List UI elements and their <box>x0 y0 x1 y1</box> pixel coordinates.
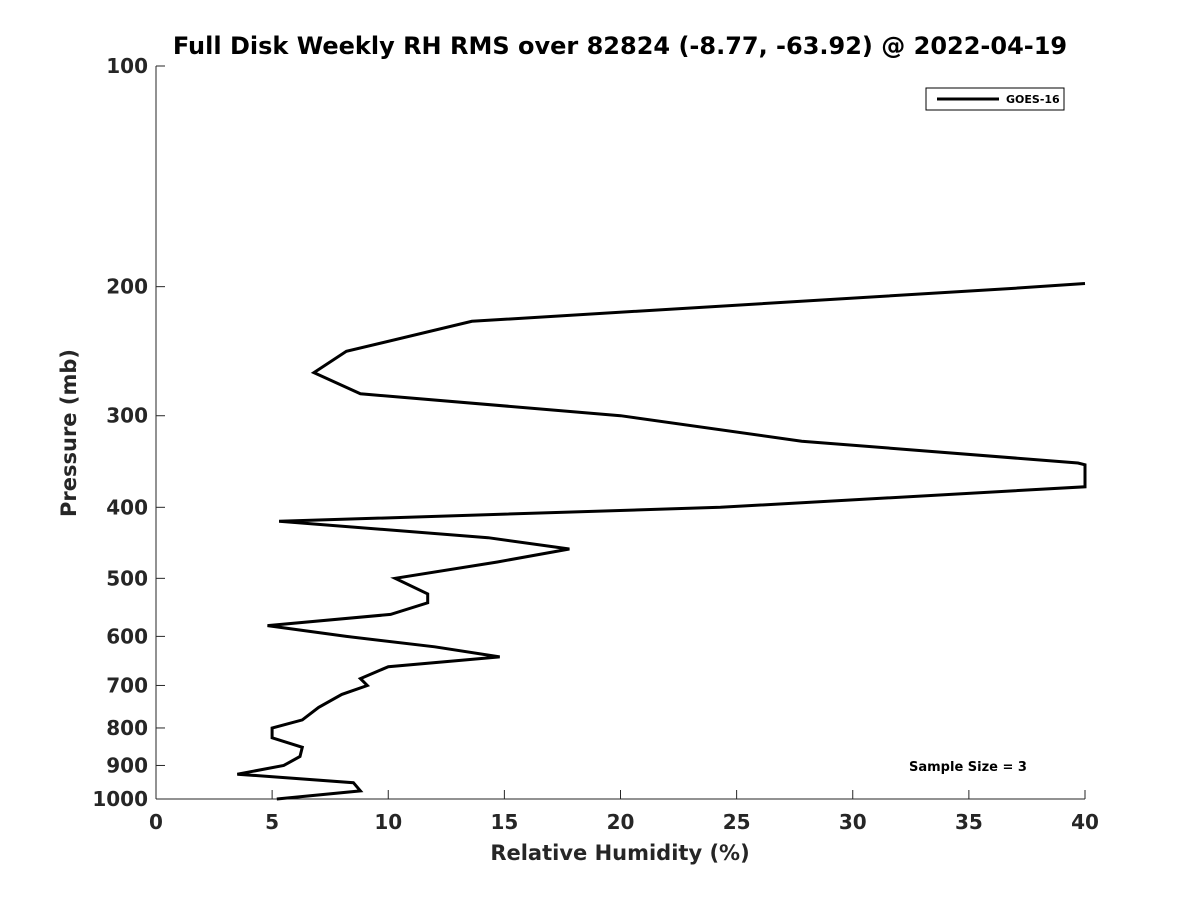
x-tick-label: 5 <box>265 810 279 834</box>
x-tick-label: 15 <box>490 810 518 834</box>
x-tick-label: 0 <box>149 810 163 834</box>
y-axis-label: Pressure (mb) <box>57 349 81 517</box>
plot-area <box>237 282 1087 801</box>
x-tick-label: 25 <box>723 810 751 834</box>
sample-size-annotation: Sample Size = 3 <box>909 760 1027 775</box>
y-tick-label: 300 <box>106 404 148 428</box>
y-tick-label: 1000 <box>92 787 148 811</box>
y-tick-label: 800 <box>106 716 148 740</box>
x-tick-label: 40 <box>1071 810 1099 834</box>
y-tick-label: 600 <box>106 624 148 648</box>
y-tick-label: 200 <box>106 275 148 299</box>
y-tick-label: 900 <box>106 753 148 777</box>
y-tick-label: 100 <box>106 54 148 78</box>
legend: GOES-16 <box>925 87 1065 111</box>
x-tick-label: 30 <box>839 810 867 834</box>
x-axis-label: Relative Humidity (%) <box>490 841 749 865</box>
x-tick-label: 20 <box>607 810 635 834</box>
y-tick-label: 700 <box>106 673 148 697</box>
x-tick-label: 35 <box>955 810 983 834</box>
y-tick-label: 500 <box>106 566 148 590</box>
axes: 0 5 10 15 20 25 30 35 40 100 200 300 400 500 600 700 800… <box>92 54 1099 834</box>
y-tick-label: 400 <box>106 495 148 519</box>
series-line-0 <box>237 282 1087 801</box>
chart-title: Full Disk Weekly RH RMS over 82824 (-8.7… <box>173 32 1067 60</box>
x-tick-label: 10 <box>374 810 402 834</box>
legend-label-goes-16: GOES-16 <box>1006 93 1060 106</box>
